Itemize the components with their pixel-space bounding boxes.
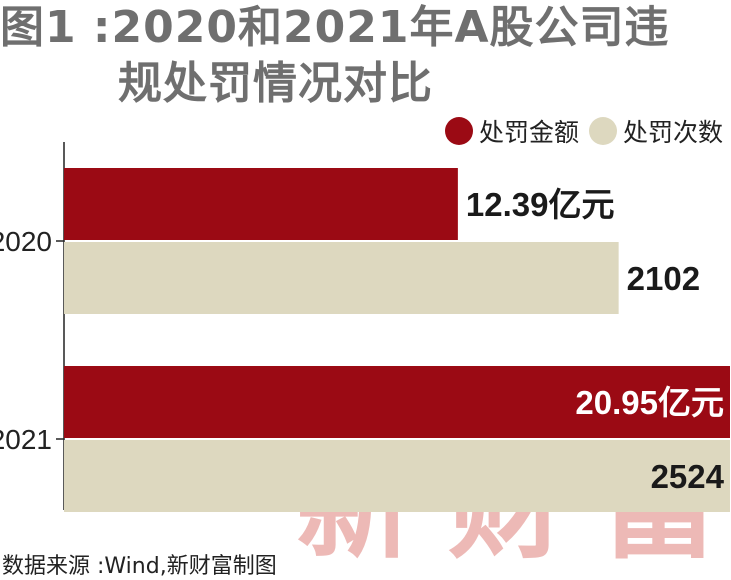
legend-item-count: 处罚次数 xyxy=(588,113,723,149)
bar-amount-2020 xyxy=(64,168,458,240)
data-label-amount-2021: 20.95亿元 xyxy=(575,384,724,421)
legend-item-amount: 处罚金额 xyxy=(444,113,579,149)
category-label-2020: 2020 xyxy=(0,226,52,257)
chart-title-line-2: 规处罚情况对比 xyxy=(118,58,433,109)
data-label-count-2020: 2102 xyxy=(627,260,700,297)
bar-count-2021 xyxy=(64,440,730,512)
legend-swatch-count xyxy=(588,117,617,145)
legend-label-amount: 处罚金额 xyxy=(478,118,579,147)
chart-title: 图1 :2020和2021年A股公司违 规处罚情况对比 xyxy=(0,0,670,112)
data-label-amount-2020: 12.39亿元 xyxy=(466,186,615,223)
chart-legend: 处罚金额 处罚次数 xyxy=(444,113,723,149)
source-note: 数据来源 :Wind,新财富制图 xyxy=(2,554,277,579)
bar-count-2020 xyxy=(64,242,619,314)
legend-swatch-amount xyxy=(444,117,473,145)
category-label-2021: 2021 xyxy=(0,424,52,455)
chart-title-line-1: 图1 :2020和2021年A股公司违 xyxy=(0,2,670,53)
bar-amount-2021 xyxy=(64,366,730,438)
data-label-count-2021: 2524 xyxy=(651,458,725,495)
legend-label-count: 处罚次数 xyxy=(622,118,723,147)
